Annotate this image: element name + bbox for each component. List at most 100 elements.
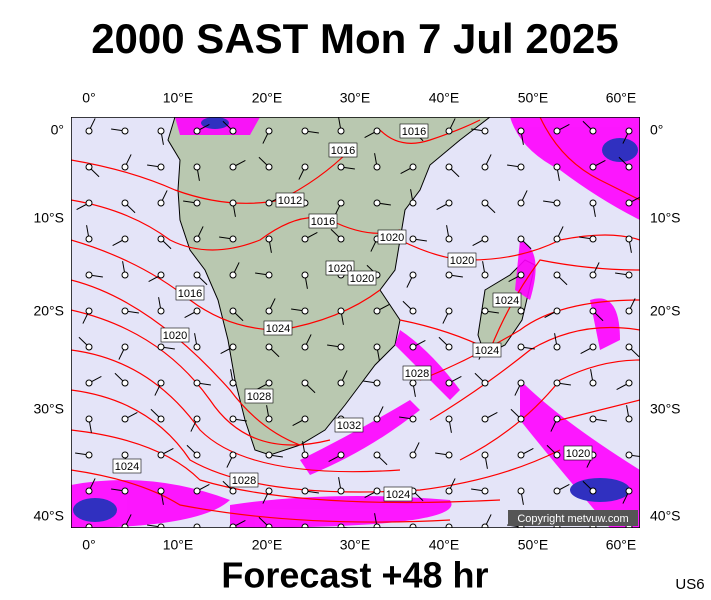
station-dot [265, 163, 273, 171]
station [298, 163, 309, 180]
station [118, 343, 129, 360]
station-dot [481, 199, 489, 207]
wind-barb [556, 526, 558, 528]
station [337, 370, 348, 387]
station-dot [553, 271, 561, 279]
station-dot [553, 307, 561, 315]
station-dot [193, 163, 201, 171]
station [157, 447, 174, 459]
station-dot [301, 487, 309, 495]
station [301, 127, 319, 135]
station-dot [301, 343, 309, 351]
station-dot [553, 163, 561, 171]
station [337, 117, 345, 135]
station-dot [85, 163, 93, 171]
station [546, 444, 561, 459]
station-dot [409, 343, 417, 351]
station-dot [373, 343, 381, 351]
station-dot [337, 487, 345, 495]
station-dot [625, 163, 633, 171]
station-dot [265, 451, 273, 459]
station-dot [625, 271, 633, 279]
station-dot [85, 343, 93, 351]
lat-label-left: 10°S [33, 210, 64, 226]
station [622, 127, 633, 144]
station [85, 478, 96, 495]
isobar-label-box [263, 320, 293, 336]
isobar-label: 1020 [163, 330, 187, 342]
station [615, 271, 633, 279]
station-dot [193, 127, 201, 135]
station-dot [553, 379, 561, 387]
station [301, 271, 309, 289]
lat-label-left: 20°S [33, 303, 64, 319]
station-dot [157, 451, 165, 459]
isobar-label: 1016 [331, 145, 355, 157]
isobar-label: 1024 [115, 461, 139, 473]
station-dot [553, 451, 561, 459]
station [481, 154, 492, 171]
station-dot [193, 343, 201, 351]
station [265, 235, 273, 253]
station [507, 163, 525, 171]
station [256, 379, 273, 391]
station-dot [157, 307, 165, 315]
code-label: US6 [675, 576, 704, 593]
station [553, 123, 570, 135]
station [373, 343, 381, 361]
station [148, 271, 165, 283]
station-dot [265, 235, 273, 243]
station [193, 163, 201, 181]
station-dot [445, 523, 453, 528]
station [553, 226, 564, 243]
station-dot [157, 343, 165, 351]
station [229, 159, 246, 171]
station [373, 199, 391, 207]
station [330, 228, 345, 243]
isobar-label-box [377, 229, 407, 245]
station [442, 307, 453, 324]
station [229, 415, 247, 423]
station [373, 513, 381, 528]
station-dot [517, 451, 525, 459]
isobar-label: 1032 [337, 420, 361, 432]
isobar-label: 1012 [278, 195, 302, 207]
station-dot [481, 271, 489, 279]
isobar-label-box [402, 365, 432, 381]
lat-label-left: 40°S [33, 508, 64, 524]
station-dot [193, 451, 201, 459]
station-dot [193, 199, 201, 207]
station-dot [589, 235, 597, 243]
station-dot [229, 487, 237, 495]
station [147, 523, 165, 528]
station-dot [229, 523, 237, 528]
isobar-label-box [275, 192, 305, 208]
station-dot [85, 307, 93, 315]
station [220, 343, 237, 355]
isobar-label: 1028 [405, 368, 429, 380]
isobar-label: 1028 [247, 391, 271, 403]
station [406, 271, 417, 288]
station-dot [409, 451, 417, 459]
station-dot [301, 163, 309, 171]
station-dot [157, 271, 165, 279]
lon-label-top: 30°E [340, 90, 371, 106]
station [517, 127, 525, 145]
station [445, 271, 463, 279]
station-dot [625, 127, 633, 135]
station [82, 307, 93, 324]
station [616, 379, 633, 391]
station-dot [85, 415, 93, 423]
station [409, 235, 427, 243]
station-dot [625, 451, 633, 459]
station [157, 235, 172, 250]
station [364, 127, 381, 139]
station-dot [121, 523, 129, 528]
station-dot [373, 523, 381, 528]
station [186, 444, 201, 459]
station-dot [85, 487, 93, 495]
station [78, 336, 93, 351]
wind-stations [75, 117, 640, 528]
station [582, 480, 597, 495]
station-dot [445, 343, 453, 351]
